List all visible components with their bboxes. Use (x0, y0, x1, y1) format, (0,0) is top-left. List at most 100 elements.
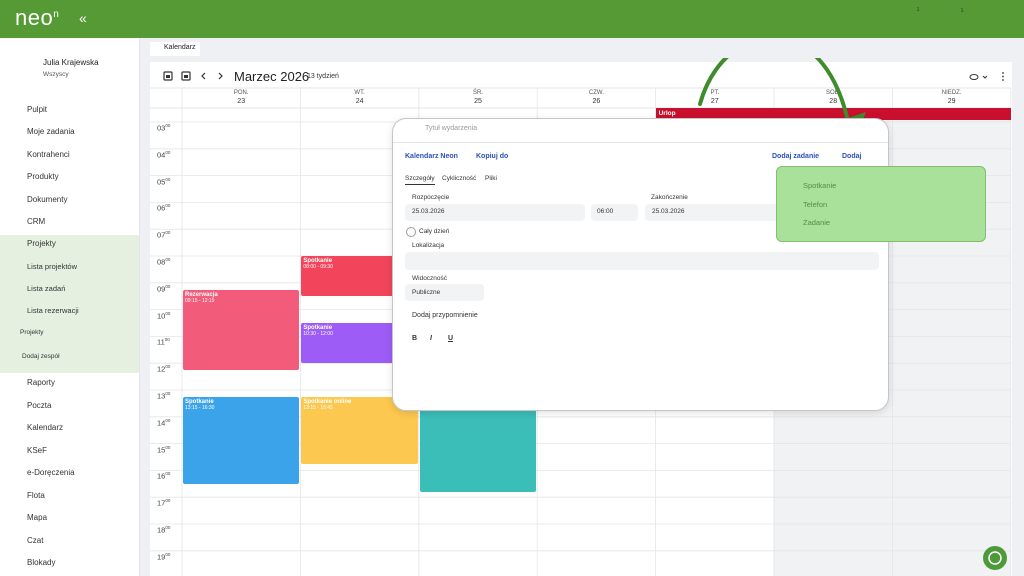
hour-minutes: 00 (165, 525, 171, 530)
hour-label: 1400 (157, 417, 171, 428)
hour-label: 0900 (157, 283, 171, 294)
end-date: 25.03.2026 (652, 208, 685, 215)
menu-item[interactable]: Mapa (27, 513, 48, 522)
day-date: 27 (710, 98, 719, 105)
menu-item[interactable]: Kontrahenci (27, 149, 70, 159)
hour-label: 0400 (157, 149, 171, 160)
all-day-checkbox[interactable] (406, 227, 416, 237)
menu-item[interactable]: Lista rezerwacji (27, 306, 79, 315)
hour-minutes: 00 (165, 391, 171, 396)
format-button[interactable]: I (430, 335, 432, 342)
day-date: 24 (355, 98, 364, 105)
start-time-input[interactable] (591, 204, 638, 221)
event-title: Spotkanie (303, 325, 333, 331)
hour-minutes: 00 (165, 551, 171, 557)
hour-minutes: 00 (165, 123, 171, 128)
back-link[interactable]: Projekty (20, 329, 44, 336)
badge-count: 1 (916, 7, 920, 13)
hour-minutes: 00 (165, 417, 171, 423)
start-date: 25.03.2026 (412, 208, 445, 215)
day-date: 23 (237, 98, 246, 105)
event[interactable]: Spotkanie 13:15 - 16:30 (183, 396, 300, 484)
title-input[interactable]: Tytuł wydarzenia (425, 125, 478, 132)
calendar-select[interactable]: Kalendarz Neon (405, 153, 458, 160)
hour-label: 1900 (157, 551, 171, 562)
dropdown-item[interactable]: Spotkanie (803, 181, 837, 190)
hour-label: 0500 (157, 176, 171, 187)
menu-item[interactable]: Kalendarz (27, 423, 64, 432)
menu-item[interactable]: KSeF (27, 445, 48, 455)
calendar-icon (184, 75, 188, 78)
day-name: WT. (354, 90, 365, 96)
visibility-select[interactable] (405, 284, 484, 301)
start-date-input[interactable] (405, 204, 585, 221)
day-date: 26 (592, 98, 601, 105)
event[interactable] (419, 400, 537, 492)
event-time: 13:15 - 15:45 (303, 404, 333, 411)
calendar-icon (163, 71, 173, 81)
hour-label: 0700 (157, 230, 171, 240)
menu-item[interactable]: Projekty (27, 239, 56, 249)
next (218, 72, 223, 80)
menu-item[interactable]: Flota (27, 490, 45, 500)
logo: neon (15, 5, 60, 30)
prev (201, 72, 206, 80)
hour-minutes: 00 (165, 203, 171, 209)
caret (982, 75, 988, 79)
user-role: Wszyscy (43, 71, 69, 78)
menu-item[interactable]: Raporty (27, 378, 56, 387)
format-button[interactable]: B (412, 335, 418, 342)
week-label: 13 tydzień (307, 73, 339, 80)
cloud (969, 74, 979, 80)
day-name: PON. (233, 90, 249, 96)
help-fab (983, 546, 1007, 570)
hour-minutes: 00 (165, 283, 171, 289)
add-task[interactable]: Dodaj zadanie (772, 153, 820, 160)
add-button[interactable]: Dodaj (842, 153, 862, 160)
month-title: Marzec 2026 (234, 69, 310, 84)
reminder[interactable]: Dodaj przypomnienie (412, 312, 478, 319)
modal-tab[interactable]: Szczegóły (405, 175, 435, 185)
copy-to[interactable]: Kopiuj do (476, 153, 509, 160)
add-team[interactable]: Dodaj zespół (22, 353, 60, 360)
menu-item[interactable]: Moje zadania (27, 127, 75, 137)
dropdown-item[interactable]: Telefon (803, 199, 828, 209)
menu-item[interactable]: Czat (27, 535, 44, 545)
menu-item[interactable]: e-Doręczenia (27, 468, 75, 477)
day-name: NIEDZ. (941, 90, 962, 96)
modal-tab[interactable]: Pliki (485, 175, 497, 182)
menu-item[interactable]: Blokady (27, 558, 56, 567)
menu-item[interactable]: Pulpit (27, 105, 48, 114)
format-button[interactable]: U (448, 335, 454, 342)
event[interactable]: Rezerwacja 09:15 - 12:15 (183, 289, 300, 370)
end-date-input[interactable] (645, 204, 785, 221)
menu-item[interactable]: Lista zadań (27, 284, 66, 293)
hour-label: 1700 (157, 498, 171, 508)
collapse[interactable]: « (79, 10, 87, 26)
hour-label: 0800 (157, 257, 171, 267)
tab-bar (140, 38, 1024, 58)
menu-item[interactable]: Dokumenty (27, 194, 68, 204)
tab[interactable]: Kalendarz (150, 42, 200, 56)
hour-label: 1500 (157, 444, 171, 455)
dropdown-item[interactable]: Zadanie (803, 218, 831, 227)
menu-item[interactable]: Produkty (27, 172, 59, 182)
help-fab-inner (988, 551, 1002, 565)
location-input[interactable] (405, 252, 879, 270)
all-day-label: Cały dzień (419, 228, 450, 235)
all-day-event[interactable]: Urlop (655, 108, 1011, 120)
menu-item[interactable]: Poczta (27, 400, 52, 410)
menu-item[interactable]: CRM (27, 217, 46, 226)
hour-label: 1300 (157, 391, 171, 401)
day-date: 29 (947, 98, 956, 105)
menu-dot (1002, 79, 1004, 81)
user-name: Julia Krajewska (43, 58, 99, 67)
day-name: ŚR. (472, 90, 483, 96)
day-name: CZW. (588, 90, 604, 96)
event-time: 13:15 - 16:30 (185, 404, 215, 411)
modal-tab[interactable]: Cykliczność (442, 175, 477, 182)
day-name: SOB. (826, 90, 841, 96)
menu-item[interactable]: Lista projektów (27, 262, 78, 271)
projects-group-bg (0, 235, 139, 373)
